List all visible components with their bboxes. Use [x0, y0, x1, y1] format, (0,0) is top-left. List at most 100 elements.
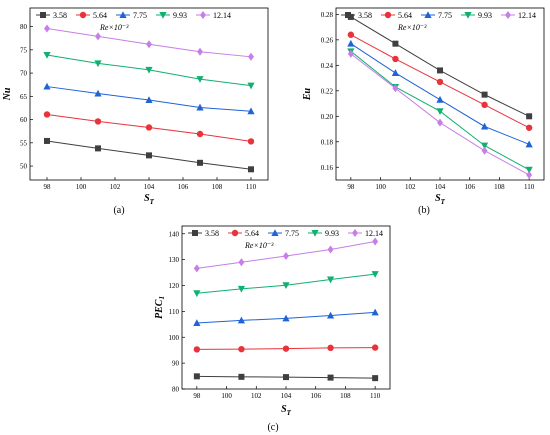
x-axis-title-main: S [435, 193, 441, 204]
data-point-5.64 [196, 130, 204, 138]
data-point-9.93 [436, 108, 444, 115]
data-point-3.58 [146, 152, 152, 159]
data-point-12.14 [372, 237, 379, 246]
data-point-9.93 [371, 271, 379, 278]
data-point-3.58 [238, 373, 245, 380]
legend-label: 3.58 [205, 229, 219, 238]
data-point-3.58 [197, 159, 203, 166]
data-point-12.14 [193, 264, 200, 273]
data-point-12.14 [248, 52, 254, 61]
data-point-7.75 [237, 316, 246, 324]
x-tick-label: 102 [405, 183, 416, 191]
data-point-9.93 [145, 66, 153, 74]
y-tick-label: 0.16 [321, 164, 334, 172]
data-point-5.64 [347, 31, 355, 38]
x-tick-label: 98 [193, 392, 201, 400]
data-point-9.93 [94, 60, 102, 68]
legend-label: 9.93 [325, 229, 339, 238]
data-point-12.14 [327, 245, 334, 254]
x-tick-label: 106 [464, 183, 475, 191]
plot-frame [335, 7, 545, 181]
legend-label: 7.75 [438, 11, 452, 20]
data-point-3.58 [248, 166, 254, 173]
data-point-7.75 [391, 69, 400, 76]
panel-label: (c) [267, 422, 278, 433]
x-tick-label: 98 [347, 183, 355, 191]
x-axis-title-sub: T [287, 409, 292, 417]
data-point-12.14 [238, 258, 245, 267]
legend-label: 3.58 [53, 11, 67, 20]
legend-marker [424, 11, 432, 18]
data-point-3.58 [283, 374, 289, 381]
legend-marker [192, 230, 198, 236]
data-point-12.14 [283, 252, 289, 261]
legend-label: 5.64 [93, 11, 107, 20]
data-point-7.75 [371, 308, 379, 316]
y-tick-label: 60 [20, 116, 28, 124]
y-tick-label: 0.18 [321, 138, 334, 146]
data-point-5.64 [238, 345, 245, 353]
data-point-5.64 [145, 124, 153, 131]
y-tick-label: 130 [169, 256, 180, 264]
legend-marker [119, 11, 127, 18]
data-point-9.93 [282, 282, 290, 290]
y-axis-title: Nu [2, 87, 13, 101]
data-point-9.93 [196, 76, 204, 83]
x-tick-label: 110 [524, 183, 535, 191]
x-tick-label: 108 [340, 392, 351, 400]
legend-marker [311, 230, 319, 237]
legend-marker [352, 229, 358, 237]
legend-marker [200, 11, 206, 19]
y-tick-label: 75 [20, 46, 28, 54]
legend-marker [159, 12, 167, 19]
data-point-3.58 [392, 40, 399, 47]
data-point-12.14 [146, 40, 152, 49]
y-tick-label: 55 [20, 139, 28, 147]
data-point-3.58 [372, 375, 379, 382]
legend-label: 5.64 [398, 11, 412, 20]
reynolds-label: Re×10⁻³ [99, 23, 129, 32]
x-tick-label: 108 [494, 183, 505, 191]
data-point-7.75 [282, 314, 290, 322]
data-point-9.93 [326, 276, 335, 284]
data-point-12.14 [437, 118, 443, 127]
data-point-3.58 [437, 67, 443, 74]
x-axis-title-main: S [281, 404, 287, 415]
data-point-7.75 [94, 89, 102, 97]
y-tick-label: 140 [169, 230, 180, 238]
y-tick-label: 90 [172, 360, 180, 368]
data-point-9.93 [247, 82, 255, 90]
data-point-7.75 [525, 140, 533, 148]
x-tick-label: 102 [251, 392, 262, 400]
y-axis-title: Eu [302, 87, 313, 101]
data-point-5.64 [481, 101, 488, 109]
data-point-5.64 [371, 344, 379, 351]
data-point-3.58 [95, 145, 101, 152]
data-point-7.75 [43, 82, 51, 90]
data-point-7.75 [347, 39, 355, 47]
y-tick-label: 100 [169, 334, 180, 342]
data-point-12.14 [95, 32, 101, 41]
x-axis-title-sub: T [441, 198, 446, 206]
chart-panel-b: 98 100 102 104 106 108 110 0.16 0.18 0.20 0.22 0.24… [302, 7, 545, 216]
data-point-12.14 [481, 146, 488, 155]
data-point-9.93 [193, 290, 201, 298]
y-axis-title-sub: 1 [158, 296, 166, 300]
x-axis-title: ST [144, 193, 155, 206]
y-tick-label: 0.20 [321, 113, 334, 121]
y-axis-title-main: Eu [302, 87, 313, 101]
data-point-5.64 [436, 78, 444, 86]
x-axis-title-sub: T [150, 198, 155, 206]
x-axis-title-main: S [144, 193, 150, 204]
y-tick-label: 70 [20, 70, 28, 78]
y-tick-label: 0.24 [321, 62, 334, 70]
data-point-5.64 [392, 55, 399, 63]
data-point-5.64 [327, 344, 334, 352]
x-tick-label: 98 [44, 183, 52, 191]
data-point-12.14 [392, 84, 399, 93]
data-point-9.93 [43, 51, 51, 59]
legend-label: 12.14 [365, 229, 383, 238]
legend-marker [464, 12, 472, 19]
data-point-12.14 [526, 170, 533, 179]
